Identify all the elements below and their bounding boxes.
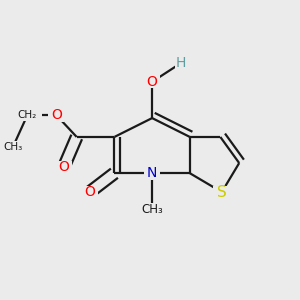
Text: H: H	[176, 56, 186, 70]
Bar	[48, 109, 64, 122]
Bar	[138, 203, 167, 216]
Text: S: S	[217, 184, 226, 200]
Bar	[13, 110, 42, 121]
Text: O: O	[84, 185, 95, 199]
Text: O: O	[58, 160, 69, 174]
Bar	[144, 75, 160, 88]
Text: CH₂: CH₂	[18, 110, 37, 120]
Bar	[0, 141, 27, 153]
Text: N: N	[147, 166, 157, 180]
Text: O: O	[51, 108, 62, 122]
Bar	[175, 57, 187, 69]
Text: CH₃: CH₃	[141, 203, 163, 216]
Bar	[82, 185, 98, 199]
Bar	[144, 167, 160, 180]
Bar	[213, 185, 230, 199]
Text: CH₃: CH₃	[3, 142, 22, 152]
Text: O: O	[147, 75, 158, 89]
Bar	[56, 161, 72, 174]
